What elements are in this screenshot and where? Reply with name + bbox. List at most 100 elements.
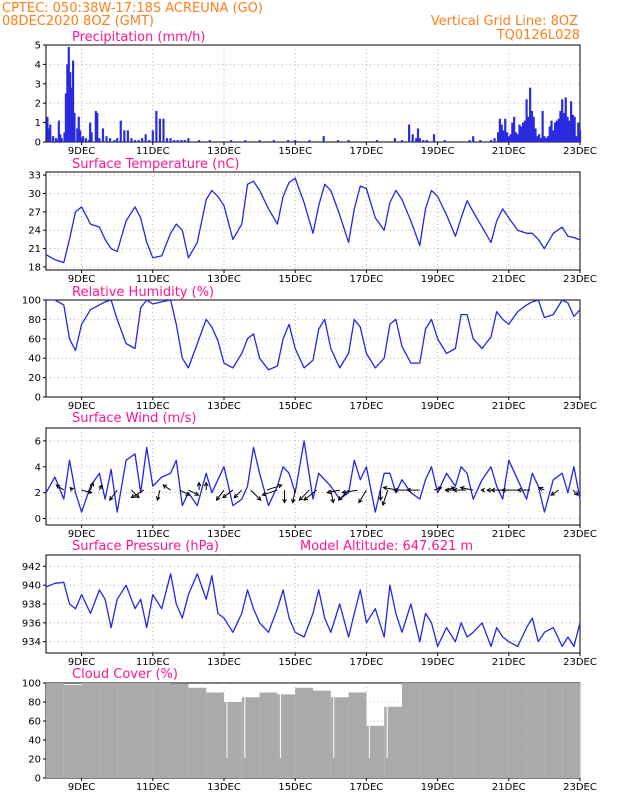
temp-ytick-label: 24 <box>28 226 41 237</box>
wind-arrow-head <box>109 496 114 501</box>
cloud-ytick-label: 40 <box>28 736 41 747</box>
cloud-ytick-label: 20 <box>28 755 41 766</box>
precip-bar <box>101 128 105 142</box>
rh-date-label: 21DEC <box>492 401 526 412</box>
precip-bar <box>509 134 512 142</box>
precip-bar <box>577 122 580 142</box>
pres-ytick-label: 934 <box>22 637 41 648</box>
wind-arrow-shaft <box>433 487 442 491</box>
wind-arrow-shaft <box>572 489 579 496</box>
rh-date-label: 9DEC <box>68 401 95 412</box>
precip-bar <box>272 140 275 142</box>
precip-ytick-label: 1 <box>35 118 41 129</box>
wind-arrow-head <box>134 493 140 499</box>
precip-bar <box>197 140 201 142</box>
precip-bar <box>81 136 85 142</box>
precip-bar <box>400 140 404 142</box>
precip-bar <box>119 120 122 142</box>
precip-bar <box>49 124 52 142</box>
precip-bar <box>570 101 573 142</box>
temp-date-label: 21DEC <box>492 274 526 285</box>
wind-ytick-label: 4 <box>35 462 41 473</box>
cloud-bar <box>117 683 135 778</box>
precip-date-label: 19DEC <box>421 146 455 157</box>
precip-bar <box>54 138 58 142</box>
wind-arrow-head <box>87 489 93 495</box>
temp-date-label: 13DEC <box>207 274 241 285</box>
wind-arrow-shaft <box>179 489 190 496</box>
temp-panel: 18 21 24 27 30 33 9DEC 11DEC 13DEC 15DEC 17DEC 19DE… <box>28 171 597 285</box>
wind-date-label: 15DEC <box>278 529 312 540</box>
precip-bar <box>64 93 68 142</box>
wind-arrow-head <box>406 487 412 493</box>
wind-title: Surface Wind (m/s) <box>72 411 196 426</box>
pres-ytick-label: 942 <box>22 562 41 573</box>
precip-bar <box>550 120 553 142</box>
precip-bar <box>77 116 80 142</box>
cloud-bar <box>384 706 402 778</box>
precip-bar <box>173 140 176 142</box>
precip-bar <box>79 130 82 142</box>
wind-date-label: 17DEC <box>350 529 384 540</box>
wind-arrow-shaft <box>131 489 140 498</box>
wind-arrow-shaft <box>266 484 282 491</box>
cloud-panel: 0 20 40 60 80 100 9DEC 11DEC 13DEC 15DEC 17DEC 19DE… <box>22 679 597 794</box>
wind-arrow-shaft <box>550 489 559 496</box>
cloud-bar <box>152 683 171 778</box>
precip-bar <box>108 138 112 142</box>
wind-date-label: 9DEC <box>68 529 95 540</box>
temp-ytick-label: 27 <box>28 207 41 218</box>
precip-ytick-label: 3 <box>35 79 41 90</box>
cloud-bar <box>526 683 545 778</box>
wind-arrow-head <box>337 496 343 501</box>
wind-arrow-shaft <box>56 484 65 491</box>
cloud-ytick-label: 100 <box>22 679 41 690</box>
pres-date-label: 23DEC <box>563 657 597 668</box>
precip-bar <box>559 110 562 142</box>
header-grid-line: Vertical Grid Line: 8OZ <box>431 14 578 29</box>
wind-arrow-shaft <box>216 489 225 501</box>
precip-bar <box>70 87 73 142</box>
wind-arrow-shaft <box>109 489 118 501</box>
temp-series-line <box>45 177 581 264</box>
wind-arrow-head <box>437 486 443 491</box>
cloud-bar <box>224 702 242 778</box>
wind-date-label: 19DEC <box>421 529 455 540</box>
precip-bar <box>498 118 501 142</box>
precip-bar <box>425 140 429 142</box>
precip-bar <box>76 128 79 142</box>
wind-arrow-shaft <box>342 489 358 494</box>
precip-bar <box>71 60 75 142</box>
wind-arrow-shaft <box>327 489 340 494</box>
precip-bar <box>208 140 211 142</box>
cloud-ytick-label: 80 <box>28 698 41 709</box>
wind-arrow-head <box>194 491 200 496</box>
header-init-time: 08DEC2020 8OZ (GMT) <box>2 14 154 29</box>
precip-bar <box>116 138 119 142</box>
pres-ytick-label: 938 <box>22 600 41 611</box>
precip-frame <box>45 44 581 143</box>
precip-ytick-label: 5 <box>35 41 41 52</box>
wind-arrow-head <box>550 491 556 496</box>
precip-bar <box>144 134 147 142</box>
wind-arrow-head <box>196 481 202 487</box>
precip-bar <box>176 140 179 142</box>
wind-arrow-shaft <box>162 484 171 491</box>
pres-series-line <box>45 573 581 648</box>
wind-frame <box>45 427 581 526</box>
cloud-date-label: 23DEC <box>563 782 597 793</box>
rh-ytick-label: 80 <box>28 315 41 326</box>
precip-bar <box>169 138 172 142</box>
precip-date-label: 9DEC <box>68 146 95 157</box>
pres-panel: 934 936 938 940 942 9DEC 11DEC 13DEC 15DEC 17DEC 1… <box>22 554 597 668</box>
precip-bar <box>63 132 66 142</box>
wind-arrow-shaft <box>358 489 367 503</box>
pres-date-label: 21DEC <box>492 657 526 668</box>
precip-bar <box>537 134 541 142</box>
temp-date-label: 17DEC <box>350 274 384 285</box>
precip-bar <box>573 116 576 142</box>
precip-bar <box>541 110 544 142</box>
precip-bar <box>416 128 420 142</box>
cloud-bar <box>330 697 349 778</box>
